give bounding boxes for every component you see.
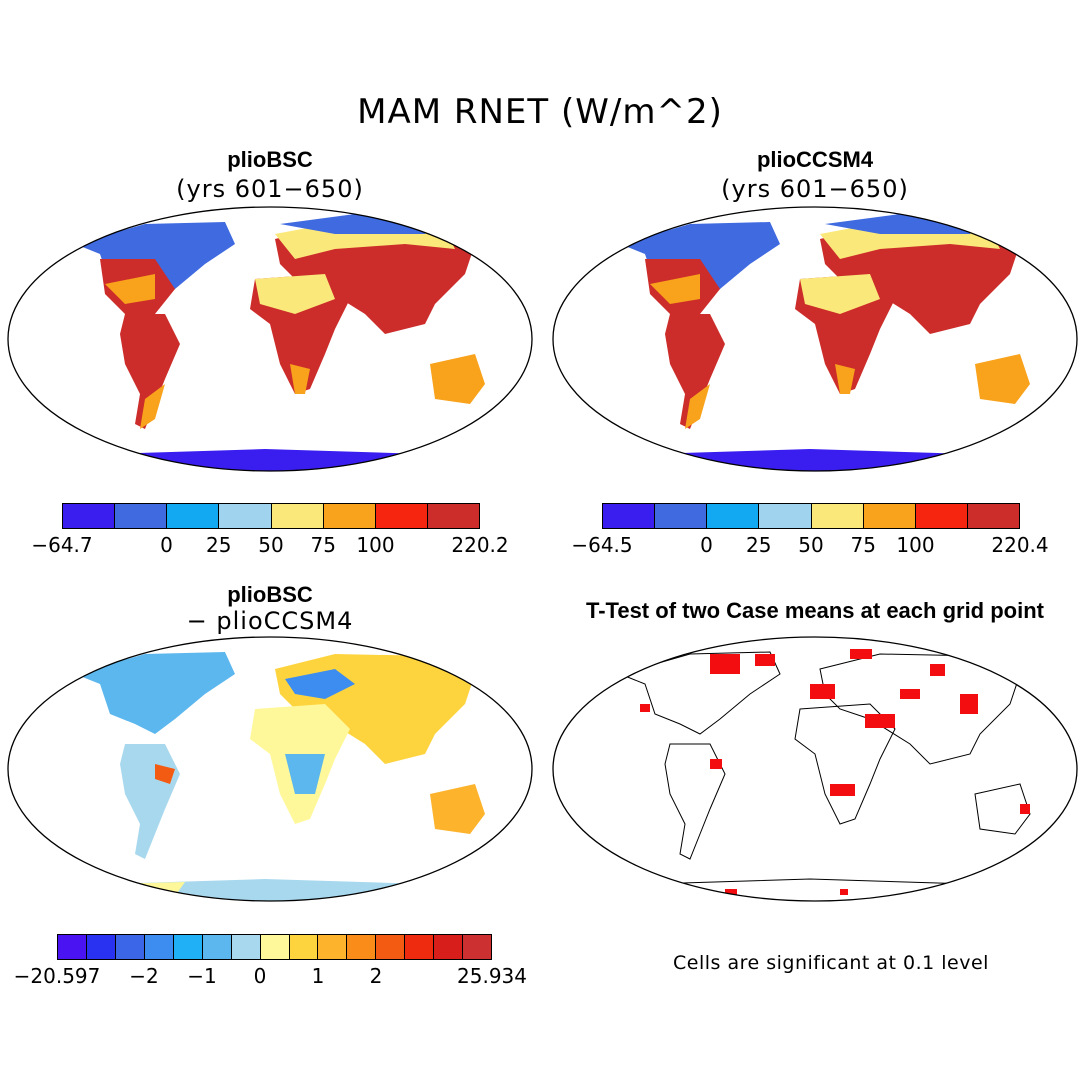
colorbar-abs1 bbox=[62, 503, 480, 529]
diff-swatch bbox=[318, 935, 348, 959]
abs2-swatch bbox=[915, 504, 968, 528]
diff-tick-label: 2 bbox=[369, 964, 383, 988]
diff-tick-label: −1 bbox=[187, 964, 217, 988]
abs1-swatch bbox=[63, 504, 116, 528]
diff-tick-label: −20.597 bbox=[13, 964, 101, 988]
panel3-title: plioBSC bbox=[227, 582, 313, 607]
diff-swatch bbox=[463, 935, 492, 959]
diff-swatch bbox=[434, 935, 464, 959]
abs1-swatch bbox=[115, 504, 168, 528]
abs2-swatch bbox=[811, 504, 864, 528]
abs1-tick-label: 100 bbox=[356, 533, 395, 557]
diff-tick-label: 1 bbox=[311, 964, 325, 988]
abs1-swatch bbox=[167, 504, 220, 528]
abs1-tick-label: 0 bbox=[160, 533, 173, 557]
abs2-swatch bbox=[707, 504, 760, 528]
abs1-tick-label: 25 bbox=[206, 533, 232, 557]
significance-note: Cells are significant at 0.1 level bbox=[673, 952, 989, 974]
colorbar-diff bbox=[57, 934, 492, 960]
panel2-subtitle: (yrs 601−650) bbox=[721, 175, 909, 203]
colorbar-abs2 bbox=[602, 503, 1020, 529]
abs2-tick-label: 0 bbox=[700, 533, 713, 557]
abs2-swatch bbox=[967, 504, 1019, 528]
diff-swatch bbox=[58, 935, 87, 959]
diff-swatch bbox=[86, 935, 116, 959]
diff-swatch bbox=[260, 935, 290, 959]
abs2-tick-label: 220.4 bbox=[991, 533, 1049, 557]
diff-swatch bbox=[115, 935, 145, 959]
abs1-swatch bbox=[427, 504, 479, 528]
diff-swatch bbox=[173, 935, 203, 959]
diff-swatch bbox=[144, 935, 174, 959]
panel3-subtitle: − plioCCSM4 bbox=[186, 607, 354, 635]
diff-swatch bbox=[231, 935, 261, 959]
abs2-tick-label: 50 bbox=[798, 533, 824, 557]
panel4-title: T-Test of two Case means at each grid po… bbox=[585, 598, 1044, 623]
diff-tick-label: 25.934 bbox=[457, 964, 527, 988]
diff-swatch bbox=[289, 935, 319, 959]
map-pliocssm4 bbox=[552, 206, 1078, 472]
abs2-swatch bbox=[655, 504, 708, 528]
panel1-subtitle: (yrs 601−650) bbox=[176, 175, 364, 203]
abs1-tick-label: 50 bbox=[258, 533, 284, 557]
abs1-swatch bbox=[375, 504, 428, 528]
diff-swatch bbox=[347, 935, 377, 959]
abs1-tick-label: 220.2 bbox=[451, 533, 509, 557]
abs1-tick-label: −64.7 bbox=[31, 533, 93, 557]
abs2-tick-label: 75 bbox=[850, 533, 876, 557]
abs2-swatch bbox=[603, 504, 656, 528]
panel2-title: plioCCSM4 bbox=[756, 147, 874, 172]
abs2-tick-label: 25 bbox=[746, 533, 772, 557]
diff-tick-label: 0 bbox=[253, 964, 267, 988]
panel1-title: plioBSC bbox=[227, 147, 313, 172]
abs2-swatch bbox=[863, 504, 916, 528]
abs1-swatch bbox=[219, 504, 272, 528]
map-ttest bbox=[552, 636, 1078, 902]
abs1-tick-label: 75 bbox=[310, 533, 336, 557]
abs1-swatch bbox=[271, 504, 324, 528]
abs2-swatch bbox=[759, 504, 812, 528]
diff-swatch bbox=[405, 935, 435, 959]
map-pliobsc bbox=[7, 206, 533, 472]
abs2-tick-label: −64.5 bbox=[571, 533, 633, 557]
diff-swatch bbox=[202, 935, 232, 959]
diff-tick-label: −2 bbox=[129, 964, 159, 988]
abs2-tick-label: 100 bbox=[896, 533, 935, 557]
map-difference bbox=[7, 636, 533, 902]
diff-swatch bbox=[376, 935, 406, 959]
abs1-swatch bbox=[323, 504, 376, 528]
figure-title: MAM RNET (W/m^2) bbox=[357, 92, 723, 132]
